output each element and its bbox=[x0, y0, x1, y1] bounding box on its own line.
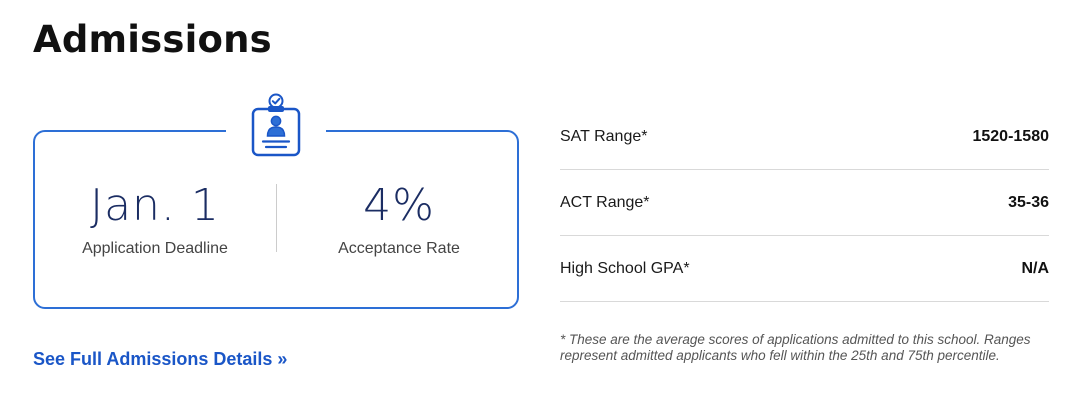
deadline-stat: Jan. 1 Application Deadline bbox=[35, 180, 275, 258]
id-badge-icon bbox=[226, 92, 326, 164]
see-full-admissions-details-link[interactable]: See Full Admissions Details » bbox=[33, 349, 288, 369]
score-row-act: ACT Range* 35-36 bbox=[560, 170, 1049, 236]
score-label: High School GPA* bbox=[560, 259, 690, 277]
score-value: N/A bbox=[1021, 259, 1049, 277]
score-row-gpa: High School GPA* N/A bbox=[560, 236, 1049, 302]
score-label: ACT Range* bbox=[560, 193, 650, 211]
score-value: 35-36 bbox=[1008, 193, 1049, 211]
deadline-value: Jan. 1 bbox=[90, 180, 220, 231]
deadline-label: Application Deadline bbox=[82, 240, 228, 257]
score-row-sat: SAT Range* 1520-1580 bbox=[560, 104, 1049, 170]
acceptance-label: Acceptance Rate bbox=[338, 240, 460, 257]
acceptance-stat: 4% Acceptance Rate bbox=[279, 180, 519, 258]
score-ranges-list: SAT Range* 1520-1580 ACT Range* 35-36 Hi… bbox=[560, 104, 1049, 302]
admissions-stats-card: Jan. 1 Application Deadline 4% Acceptanc… bbox=[33, 130, 519, 309]
section-title: Admissions bbox=[33, 18, 272, 61]
acceptance-value: 4% bbox=[363, 180, 435, 231]
score-label: SAT Range* bbox=[560, 127, 648, 145]
stat-divider bbox=[276, 184, 277, 252]
scores-footnote: * These are the average scores of applic… bbox=[560, 332, 1031, 363]
score-value: 1520-1580 bbox=[972, 127, 1049, 145]
